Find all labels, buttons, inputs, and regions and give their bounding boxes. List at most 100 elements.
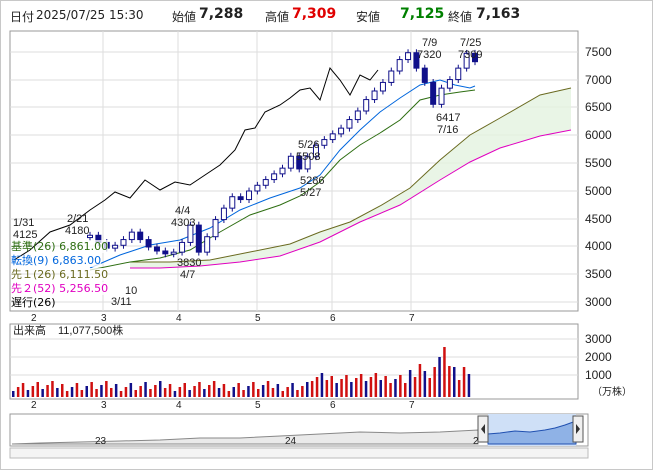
volume-bar (119, 391, 123, 397)
price-tick: 6000 (585, 128, 612, 142)
volume-value: 11,077,500株 (58, 323, 123, 337)
price-tick: 7000 (585, 73, 612, 87)
volume-bar (413, 377, 417, 397)
volume-bar (41, 389, 44, 397)
candle-body (128, 231, 135, 241)
volume-bar (389, 383, 392, 397)
candle-body (379, 81, 386, 92)
candlestick-series (87, 49, 478, 258)
ichimoku-cloud (130, 88, 571, 268)
volume-bar (134, 390, 137, 397)
month-label: 2 (31, 400, 37, 411)
candle-body (229, 196, 236, 209)
volume-tick: 3000 (585, 332, 612, 346)
close-label: 終値 (448, 10, 473, 24)
volume-bar (159, 381, 162, 397)
annotation-line: 7309 (458, 49, 482, 61)
volume-bar (203, 389, 206, 397)
volume-bar (163, 388, 167, 397)
volume-tick: 2000 (585, 350, 612, 364)
candle-body (455, 67, 462, 81)
candle-body (329, 133, 336, 141)
month-axis-bottom: 2 3 4 5 6 7 (31, 400, 415, 411)
annotation-line: 7320 (417, 49, 441, 61)
candle-body (346, 119, 353, 129)
close-value: 7,163 (476, 6, 521, 22)
candle-body (237, 196, 244, 201)
candle-body (271, 173, 278, 181)
price-tick: 5500 (585, 156, 612, 170)
lagging-line (13, 66, 379, 261)
volume-bar (359, 374, 363, 397)
volume-bar (310, 381, 314, 397)
legend-label: 先１(26) (11, 268, 56, 281)
navigator-handle-left[interactable] (477, 415, 489, 443)
volume-bar (379, 380, 382, 397)
volume-label: 出来高 (13, 323, 46, 337)
volume-bar (355, 378, 358, 397)
candle-body (321, 139, 328, 146)
span-a-line (130, 87, 572, 263)
volume-bar (394, 379, 397, 397)
month-label: 7 (409, 313, 415, 324)
volume-bar (340, 379, 343, 397)
volume-bar (286, 387, 289, 397)
volume-bar (51, 381, 54, 397)
candle-body (279, 167, 286, 175)
navigator-scrollbar[interactable] (9, 447, 589, 459)
kijun-line (89, 89, 476, 271)
volume-bar (95, 389, 98, 397)
volume-bar (315, 377, 319, 397)
volume-bar (217, 388, 221, 397)
volume-bar (36, 382, 39, 397)
volume-bar (188, 390, 191, 397)
volume-bar (80, 390, 84, 397)
volume-bar (85, 386, 88, 397)
candle-body (446, 79, 453, 89)
candle-body (153, 246, 160, 252)
volume-bar (369, 377, 373, 397)
candle-body (413, 52, 420, 69)
volume-bar (252, 382, 255, 397)
month-label: 3 (101, 313, 107, 324)
candle-body (112, 244, 119, 249)
volume-bar (227, 391, 231, 397)
volume-bar (144, 382, 147, 397)
annotation-line: 6417 (436, 112, 460, 124)
price-header: 日付 2025/07/25 15:30 始値 7,288 高値 7,309 安値… (0, 6, 653, 28)
volume-bar (183, 383, 186, 397)
month-axis-top: 2 3 4 5 6 7 (31, 313, 415, 324)
candle-body (430, 81, 437, 105)
annotation-line: 4180 (65, 225, 89, 237)
volume-bar (418, 364, 422, 397)
annotation-line: 4/7 (180, 269, 195, 281)
volume-bar (335, 383, 338, 397)
candle-body (187, 224, 194, 243)
annotation-line: 1/31 (13, 217, 34, 229)
volume-bar (100, 385, 103, 397)
volume-bar (448, 366, 451, 397)
volume-bar (374, 373, 378, 397)
volume-bar (16, 387, 20, 397)
volume-bar (296, 390, 299, 397)
candle-body (246, 190, 253, 201)
volume-bar (31, 386, 35, 397)
navigator-handle-right[interactable] (572, 415, 584, 443)
volume-bar (242, 390, 245, 397)
annotation-line: 5/27 (300, 187, 321, 199)
navigator-history (11, 429, 479, 445)
volume-unit: （万株） (592, 385, 632, 398)
date-label: 日付 (10, 10, 35, 24)
candle-body (195, 224, 202, 253)
candle-body (137, 231, 144, 241)
candle-body (145, 239, 152, 248)
price-tick: 4500 (585, 212, 612, 226)
month-label: 2 (31, 313, 37, 324)
volume-bar (237, 383, 240, 397)
price-tick: 3000 (585, 295, 612, 309)
volume-bar (193, 386, 196, 397)
candle-body (405, 52, 412, 61)
candle-body (396, 59, 403, 72)
open-label: 始値 (172, 10, 197, 24)
volume-bar (438, 357, 441, 397)
